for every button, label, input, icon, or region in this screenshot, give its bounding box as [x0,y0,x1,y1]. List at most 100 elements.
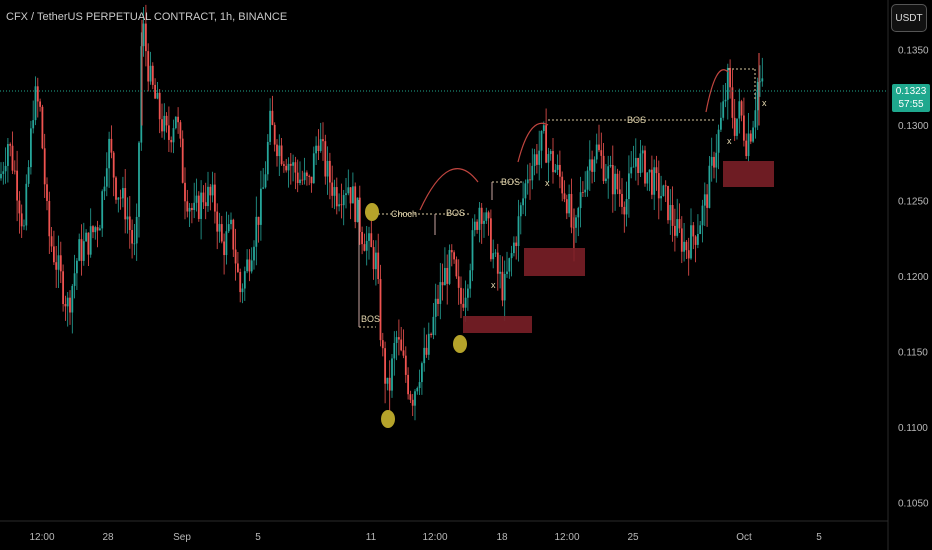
bos-label-2: BOS [446,208,465,218]
candle-down [55,262,58,270]
candle-down [713,156,715,168]
candle-up [752,127,754,142]
candle-up [345,193,347,196]
candle-up [614,173,616,195]
candle-up [414,391,416,406]
candle-up [699,225,702,234]
candle-down [460,287,462,304]
candle-up [227,224,230,232]
candle-up [117,197,120,200]
candle-down [740,101,743,116]
candle-down [731,87,734,118]
candle-down [214,184,216,212]
candle-down [680,228,683,252]
candle-down [80,239,83,261]
candle-up [140,46,143,143]
candle-down [651,169,653,195]
candle-down [455,259,458,277]
candle-down [398,337,400,340]
candle-down [335,187,338,207]
candle-down [306,172,308,176]
candle-down [591,159,593,172]
candle-down [430,333,432,336]
candle-down [388,377,391,391]
candle-down [248,259,251,272]
y-tick-label: 0.1050 [898,499,929,510]
candle-up [195,195,198,203]
candle-up [292,162,294,166]
candle-up [726,67,729,100]
candle-up [262,187,265,189]
candle-up [754,110,757,128]
candle-up [395,337,398,343]
candle-up [347,187,350,194]
candle-up [246,259,248,272]
candle-up [243,271,246,289]
demand-zone-1[interactable] [463,316,532,333]
candle-up [646,172,649,184]
candle-down [570,194,573,228]
swing-arc-2 [517,122,549,163]
candle-up [89,226,92,255]
candle-down [239,271,242,293]
candle-up [418,382,421,389]
candle-up [255,216,258,247]
candle-down [209,186,212,196]
candle-up [101,191,104,229]
candle-down [487,212,490,219]
candle-up [393,342,396,359]
candle-up [517,216,520,246]
candle-down [197,195,200,219]
candle-up [174,116,177,129]
candle-down [462,303,465,308]
pivot-marker-1[interactable] [365,203,379,221]
pivot-marker-3[interactable] [381,410,395,428]
candle-up [319,139,322,151]
x-tick-label: 12:00 [422,532,447,543]
candle-down [674,225,676,236]
candle-up [533,154,536,166]
pivot-marker-2[interactable] [453,335,467,353]
candle-down [402,350,405,356]
candle-up [720,117,722,130]
candle-up [421,363,423,383]
candle-up [299,179,301,183]
candle-down [16,170,18,201]
candle-down [363,244,366,251]
candle-up [628,173,630,200]
candle-up [448,250,451,284]
candle-down [621,193,623,207]
candle-down [310,176,313,184]
demand-zone-3[interactable] [723,161,774,187]
candle-down [733,117,736,136]
candle-down [340,204,343,206]
candle-up [473,221,476,231]
time-axis[interactable]: 12:00 28 Sep 5 11 12:00 18 12:00 25 Oct 5 [29,532,822,543]
candle-up [494,252,497,254]
candle-down [729,67,731,88]
candle-down [409,394,412,400]
candle-up [386,377,389,384]
candle-down [273,124,276,145]
candle-down [216,211,219,232]
price-axis[interactable]: 0.1350 0.1300 0.1250 0.1200 0.1150 0.1100 0.10… [898,46,929,510]
demand-zone-2[interactable] [524,248,585,276]
candle-up [577,208,580,218]
candle-down [749,133,752,142]
candle-down [20,213,23,227]
candle-up [172,128,175,143]
currency-unit-button[interactable]: USDT [891,4,927,32]
candle-down [476,221,478,230]
candle-down [407,374,409,395]
candle-down [623,206,626,215]
candle-up [575,217,577,228]
candle-down [565,199,568,214]
candle-down [563,193,566,200]
candle-up [683,241,685,252]
candle-up [722,101,725,118]
candle-down [181,138,184,183]
candle-down [96,227,99,231]
swing-arc-1 [419,167,479,211]
candle-down [354,186,357,222]
